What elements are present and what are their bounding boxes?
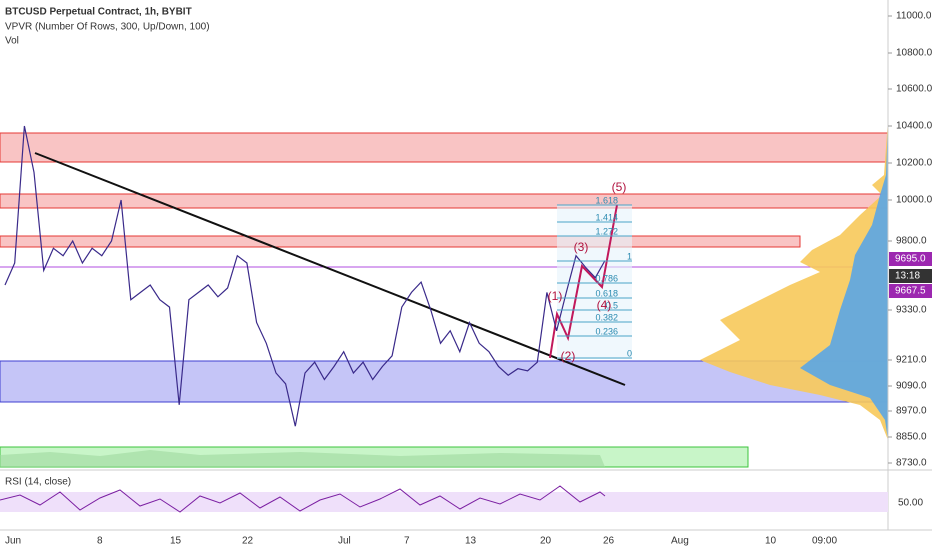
price-tick-label: 9800.0 [896,236,927,247]
time-tick-label: 22 [242,536,254,547]
price-tick-label: 10400.0 [896,121,932,132]
wave-label: (5) [612,180,627,194]
price-tick-label: 10200.0 [896,158,932,169]
time-tick-label: 09:00 [812,536,837,547]
resistance-zone [0,235,801,248]
price-badge [889,269,932,283]
trendline [34,152,626,386]
fib-label: 1 [627,251,632,261]
price-line [4,125,606,427]
fib-label: 1.414 [595,212,618,222]
time-tick-label: 10 [765,536,777,547]
indicator: VPVR (Number Of Rows, 300, Up/Down, 100) [5,22,210,33]
time-tick-label: 26 [603,536,615,547]
wave-label: (2) [561,349,576,363]
price-badge-label: 9695.0 [895,254,926,265]
fib-label: 0.618 [595,288,618,298]
price-tick-label: 9210.0 [896,355,927,366]
volume-bars [0,450,605,467]
fib-label: 1.272 [595,226,618,236]
time-tick-label: 8 [97,536,103,547]
price-tick-label: 10600.0 [896,84,932,95]
price-tick-label: 8970.0 [896,406,927,417]
price-tick-label: 8850.0 [896,432,927,443]
price-badge-label: 13:18 [895,271,920,282]
fib-label: 0.382 [595,312,618,322]
time-tick-label: Jun [5,536,21,547]
chart-title: BTCUSD Perpetual Contract, 1h, BYBIT [5,7,192,18]
rsi-tick: 50.00 [898,498,923,509]
volume-profile-down [800,120,888,440]
rsi-band [0,492,888,512]
price-tick-label: 10000.0 [896,195,932,206]
wave-label: (1) [548,289,563,303]
price-badge-label: 9667.5 [895,286,926,297]
time-tick-label: 20 [540,536,552,547]
elliott-wave [549,204,618,359]
fib-label: 0 [627,348,632,358]
fib-label: 0.236 [595,326,618,336]
resistance-zone [0,132,889,163]
price-tick-label: 10800.0 [896,48,932,59]
fib-label: 1.618 [595,195,618,205]
price-tick-label: 9090.0 [896,381,927,392]
time-tick-label: 7 [404,536,410,547]
resistance-zone [0,193,889,209]
price-badge [889,284,932,298]
price-tick-label: 9330.0 [896,305,927,316]
indicator: Vol [5,36,19,47]
price-badge [889,252,932,266]
time-tick-label: 13 [465,536,477,547]
time-tick-label: 15 [170,536,182,547]
fib-label: 0.5 [605,300,618,310]
rsi-label: RSI (14, close) [5,477,71,488]
price-tick-label: 11000.0 [896,11,932,22]
time-tick-label: Jul [338,536,351,547]
time-tick-label: Aug [671,536,689,547]
rsi-line [0,485,606,513]
fib-label: 0.786 [595,273,618,283]
price-tick-label: 8730.0 [896,458,927,469]
wave-label: (3) [574,240,589,254]
wave-label: (4) [597,298,612,312]
